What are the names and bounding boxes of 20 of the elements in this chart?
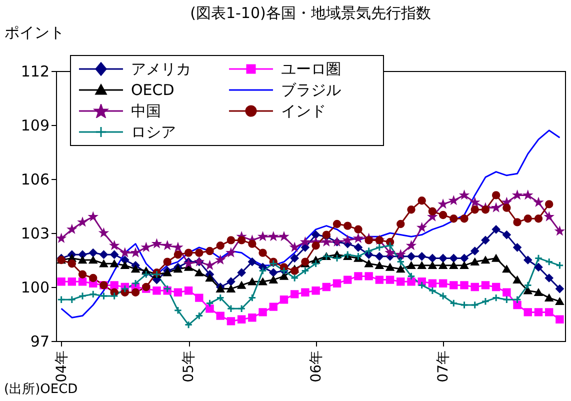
y-tick-label: 100: [20, 278, 50, 296]
text: (出所)OECD: [4, 382, 78, 398]
y-axis-title: ポイント: [4, 24, 64, 42]
legend-label: アメリカ: [131, 60, 191, 78]
y-tick-label: 109: [20, 116, 50, 134]
legend-label: ロシア: [131, 123, 176, 141]
y-tick-label: 106: [20, 170, 50, 188]
legend-label: ユーロ圏: [281, 60, 341, 78]
y-tick-label: 112: [20, 62, 50, 80]
legend-label: インド: [281, 102, 326, 120]
legend-label: ブラジル: [281, 81, 341, 99]
x-tick-label: 05年: [181, 350, 198, 382]
x-tick-label: 06年: [308, 350, 324, 382]
legend-label: 中国: [131, 102, 161, 120]
x-tick-label: 07年: [436, 350, 452, 382]
y-tick-label: 97: [30, 332, 50, 350]
y-tick-label: 103: [20, 224, 50, 242]
chart-title: (図表1-10)各国・地域景気先行指数: [190, 4, 431, 22]
legend-label: OECD: [131, 81, 174, 99]
x-tick-label: 04年: [54, 350, 70, 382]
